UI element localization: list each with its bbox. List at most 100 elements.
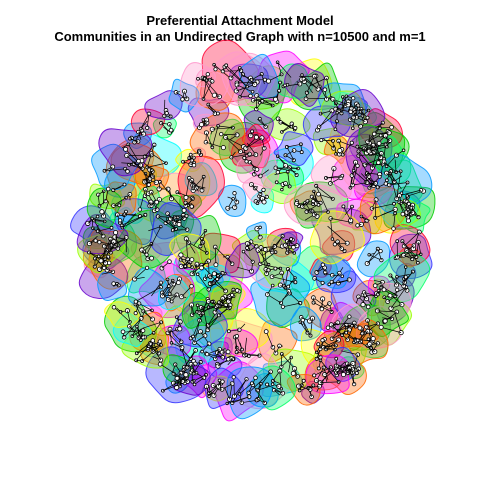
graph-edge [224,66,248,87]
graph-node [150,338,156,343]
graph-node [334,356,339,361]
graph-node [378,133,383,138]
figure-title-line-1: Preferential Attachment Model [146,13,334,28]
graph-edge [142,321,162,329]
graph-edge [122,213,137,228]
graph-edge [162,377,187,392]
graph-edge [126,155,151,179]
graph-node [280,304,285,309]
graph-edge [202,308,209,330]
graph-edge [121,214,146,226]
graph-edge [236,347,245,356]
graph-edge [318,112,338,127]
graph-edge [323,345,336,348]
graph-edge [237,266,252,272]
graph-edge [256,95,273,106]
graph-node [262,247,268,252]
graph-edge [172,217,179,231]
graph-node [215,111,220,116]
graph-edge [335,322,355,325]
graph-edge [322,340,336,350]
graph-node [195,272,200,277]
graph-edge [153,322,162,334]
graph-node [337,148,343,154]
graph-node [185,379,190,384]
graph-edge [148,226,161,232]
graph-edge [219,294,233,303]
graph-edge [181,349,192,360]
graph-edge [241,399,257,404]
graph-node [382,318,388,324]
graph-edge [221,133,238,136]
graph-edge [281,353,295,369]
graph-edge [389,182,408,186]
graph-node [211,92,217,98]
graph-node [183,372,189,378]
graph-node [111,305,117,310]
graph-edge [172,229,188,231]
graph-node [245,246,250,250]
graph-node [180,97,185,102]
graph-node [213,67,218,72]
graph-node [365,115,370,120]
graph-edge [314,76,327,100]
graph-node [192,361,198,367]
graph-node [189,257,195,263]
graph-edge [234,337,238,353]
graph-edge [372,144,382,158]
graph-node [283,83,287,88]
graph-node [217,378,222,383]
graph-edge [280,291,290,304]
graph-edge [212,127,233,130]
graph-edge [310,318,313,336]
graph-edge [329,279,350,285]
graph-node [286,284,291,289]
graph-node [340,274,345,278]
graph-edge [367,248,379,264]
graph-edge [253,96,278,101]
graph-edge [332,99,342,114]
graph-node [253,134,259,140]
graph-node [117,218,123,223]
graph-node [96,254,101,259]
graph-node [265,382,270,387]
graph-edge [313,191,319,206]
graph-edge [193,230,206,246]
community-hull [138,261,196,319]
graph-node [365,304,371,310]
graph-node [391,226,396,231]
graph-node [157,339,163,344]
graph-node [316,203,321,207]
graph-edge [100,245,112,257]
graph-node [226,329,231,334]
graph-edge [259,102,273,106]
community-hull [236,145,280,189]
graph-node [97,266,103,272]
graph-edge [352,182,368,186]
graph-node [167,259,172,264]
graph-edge [274,171,288,175]
graph-node [320,280,325,285]
graph-edge [338,325,353,332]
graph-node [205,72,210,77]
graph-edge [287,171,290,187]
graph-edge [113,307,131,323]
graph-node [164,111,169,116]
graph-edge [146,113,150,128]
graph-node [274,180,279,185]
graph-edge [87,216,98,224]
graph-nodes [85,60,426,406]
graph-node [310,209,315,214]
graph-node [301,378,306,383]
graph-node [403,265,408,269]
graph-node [124,209,128,214]
graph-node [333,127,338,132]
graph-node [283,153,288,158]
graph-node [181,207,187,213]
graph-node [95,214,100,219]
graph-node [319,138,324,143]
graph-edge [135,343,151,361]
graph-node [196,76,200,81]
community-hull [187,97,230,129]
